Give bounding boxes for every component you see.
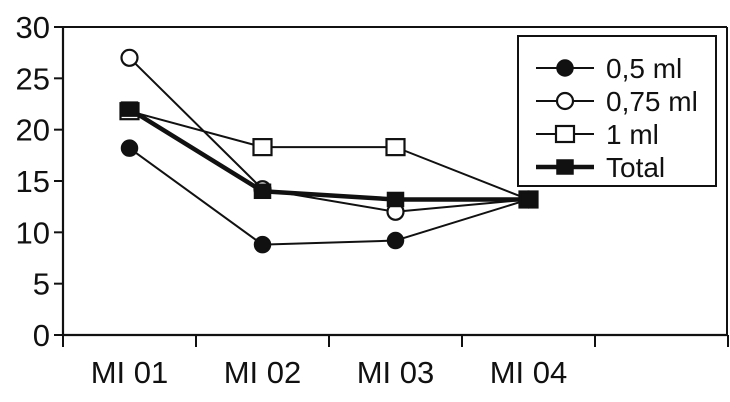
data-point-marker (252, 138, 273, 157)
x-tick-label: MI 04 (490, 355, 568, 390)
legend-marker (555, 91, 575, 111)
y-tick-label: 30 (16, 10, 50, 45)
y-tick-label: 20 (16, 113, 50, 148)
data-point-marker (253, 183, 272, 200)
data-point-marker (386, 231, 405, 250)
series-layer (119, 48, 539, 254)
y-tick-label: 10 (16, 215, 50, 250)
y-tick-label: 15 (16, 164, 50, 199)
legend-marker (554, 124, 576, 144)
series-line (128, 107, 529, 202)
data-point-marker (519, 191, 538, 208)
y-tick-label: 5 (33, 267, 50, 302)
legend-label: 0,5 ml (606, 53, 682, 84)
x-tick-label: MI 01 (91, 355, 169, 390)
data-point-marker (120, 139, 139, 157)
y-tick-label: 25 (16, 61, 50, 96)
legend-label: 0,75 ml (606, 86, 698, 117)
legend-marker (556, 159, 574, 175)
data-point-marker (120, 48, 139, 67)
y-tick-label: 0 (33, 318, 50, 353)
x-tick-label: MI 03 (357, 355, 435, 390)
legend-label: 1 ml (606, 119, 659, 150)
data-point-marker (385, 138, 406, 157)
data-point-marker (386, 191, 405, 208)
series-line (128, 147, 529, 246)
x-tick-label: MI 02 (224, 355, 302, 390)
axes: 0 5 10 15 20 25 30 MI 01 MI 02 MI 03 MI 04 (16, 10, 729, 390)
legend-label: Total (606, 152, 665, 183)
data-point-marker (120, 101, 139, 117)
series-line (129, 110, 529, 201)
legend-marker (556, 59, 574, 77)
legend-box (517, 35, 717, 187)
series-line (128, 57, 529, 213)
data-point-marker (253, 235, 272, 254)
